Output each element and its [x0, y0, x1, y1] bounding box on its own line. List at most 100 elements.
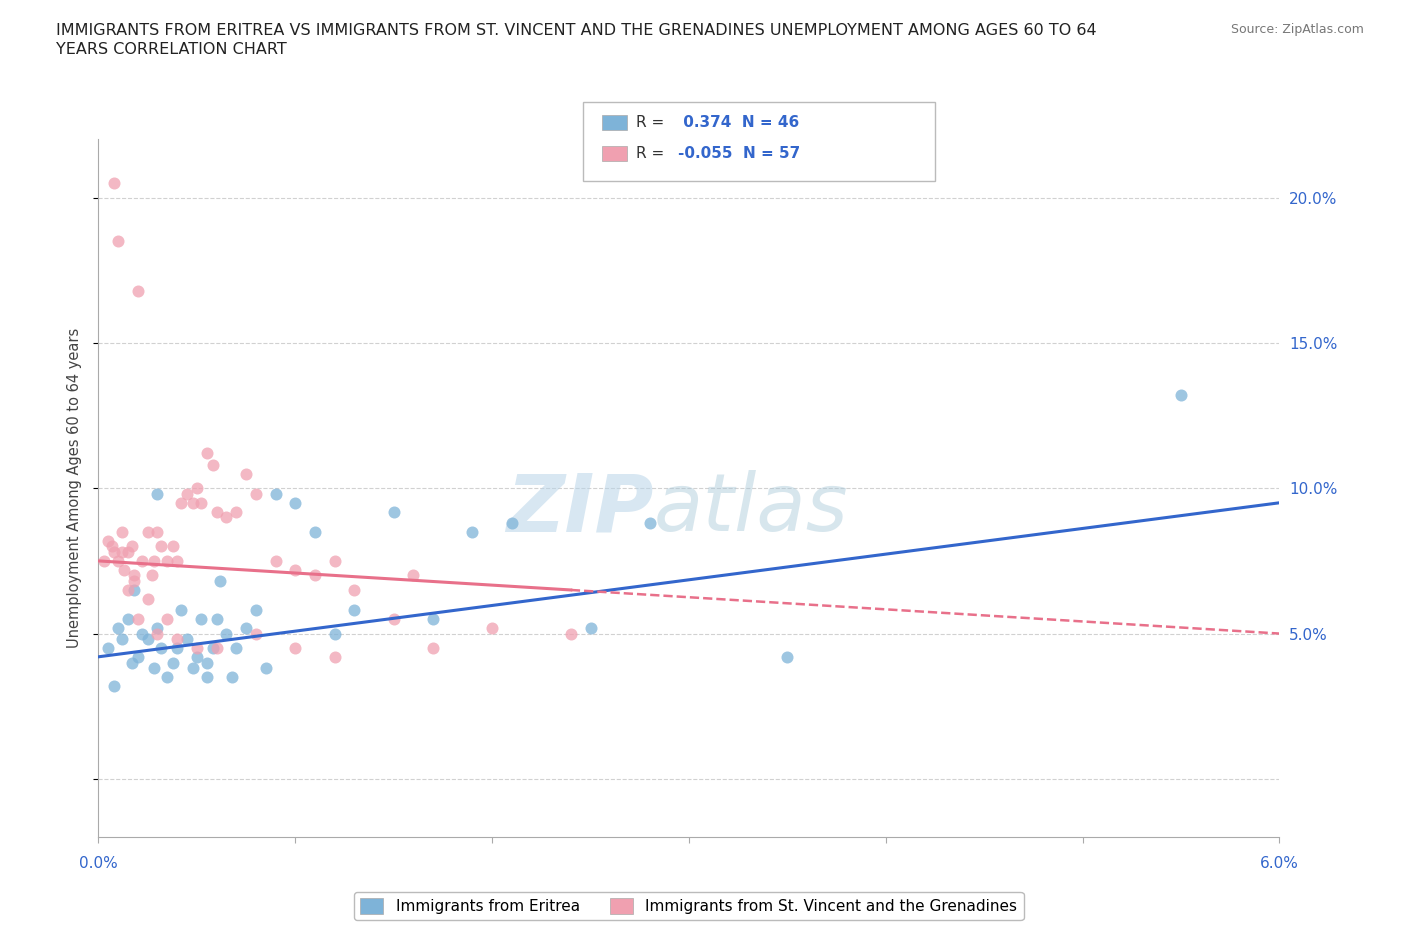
- Point: [170, 603, 193, 618]
- Text: 6.0%: 6.0%: [1260, 856, 1299, 870]
- Point: [284, 641, 307, 656]
- Point: [245, 486, 267, 501]
- Point: [501, 515, 523, 530]
- Point: [107, 233, 129, 248]
- Text: 0.374  N = 46: 0.374 N = 46: [678, 115, 799, 130]
- Point: [422, 641, 444, 656]
- Point: [461, 525, 484, 539]
- Point: [146, 620, 169, 635]
- Point: [150, 641, 173, 656]
- Text: -0.055  N = 57: -0.055 N = 57: [678, 146, 800, 161]
- Point: [235, 466, 257, 481]
- Point: [235, 620, 257, 635]
- Point: [776, 649, 799, 664]
- Point: [201, 641, 224, 656]
- Point: [304, 525, 326, 539]
- Point: [127, 649, 149, 664]
- Point: [638, 515, 661, 530]
- Point: [111, 545, 134, 560]
- Point: [176, 632, 198, 647]
- Point: [142, 661, 165, 676]
- Point: [481, 620, 503, 635]
- Point: [186, 649, 208, 664]
- Point: [127, 612, 149, 627]
- Point: [225, 641, 247, 656]
- Point: [209, 574, 232, 589]
- Point: [122, 582, 145, 597]
- Point: [284, 496, 307, 511]
- Point: [156, 670, 179, 684]
- Point: [323, 649, 346, 664]
- Text: R =: R =: [636, 146, 669, 161]
- Point: [382, 612, 405, 627]
- Point: [127, 284, 149, 299]
- Point: [97, 641, 120, 656]
- Point: [122, 574, 145, 589]
- Point: [146, 486, 169, 501]
- Point: [343, 582, 366, 597]
- Point: [103, 679, 125, 694]
- Point: [117, 545, 139, 560]
- Point: [245, 603, 267, 618]
- Point: [195, 670, 218, 684]
- Point: [112, 562, 135, 577]
- Point: [264, 553, 287, 568]
- Point: [181, 496, 204, 511]
- Point: [323, 553, 346, 568]
- Point: [136, 525, 159, 539]
- Point: [162, 539, 184, 554]
- Point: [284, 562, 307, 577]
- Point: [142, 553, 165, 568]
- Text: Source: ZipAtlas.com: Source: ZipAtlas.com: [1230, 23, 1364, 36]
- Point: [136, 591, 159, 606]
- Legend: Immigrants from Eritrea, Immigrants from St. Vincent and the Grenadines: Immigrants from Eritrea, Immigrants from…: [354, 892, 1024, 920]
- Y-axis label: Unemployment Among Ages 60 to 64 years: Unemployment Among Ages 60 to 64 years: [66, 328, 82, 648]
- Point: [121, 656, 143, 671]
- Point: [195, 656, 218, 671]
- Text: ZIP: ZIP: [506, 471, 654, 548]
- Point: [121, 539, 143, 554]
- Point: [131, 553, 153, 568]
- Point: [150, 539, 173, 554]
- Point: [103, 176, 125, 191]
- Point: [97, 533, 120, 548]
- Point: [205, 504, 228, 519]
- Point: [195, 446, 218, 461]
- Point: [136, 632, 159, 647]
- Point: [181, 661, 204, 676]
- Point: [190, 612, 212, 627]
- Point: [382, 504, 405, 519]
- Point: [190, 496, 212, 511]
- Point: [205, 641, 228, 656]
- Point: [146, 525, 169, 539]
- Point: [111, 525, 134, 539]
- Point: [205, 612, 228, 627]
- Point: [103, 545, 125, 560]
- Point: [422, 612, 444, 627]
- Point: [1170, 388, 1192, 403]
- Point: [111, 632, 134, 647]
- Point: [93, 553, 115, 568]
- Point: [225, 504, 247, 519]
- Point: [215, 626, 238, 641]
- Point: [254, 661, 277, 676]
- Point: [156, 553, 179, 568]
- Point: [221, 670, 243, 684]
- Point: [107, 553, 129, 568]
- Point: [170, 496, 193, 511]
- Point: [162, 656, 184, 671]
- Text: IMMIGRANTS FROM ERITREA VS IMMIGRANTS FROM ST. VINCENT AND THE GRENADINES UNEMPL: IMMIGRANTS FROM ERITREA VS IMMIGRANTS FR…: [56, 23, 1097, 38]
- Point: [579, 620, 602, 635]
- Point: [201, 458, 224, 472]
- Point: [186, 481, 208, 496]
- Point: [402, 568, 425, 583]
- Point: [560, 626, 582, 641]
- Point: [101, 539, 124, 554]
- Text: YEARS CORRELATION CHART: YEARS CORRELATION CHART: [56, 42, 287, 57]
- Point: [122, 568, 145, 583]
- Point: [245, 626, 267, 641]
- Point: [117, 612, 139, 627]
- Point: [166, 641, 188, 656]
- Point: [117, 582, 139, 597]
- Point: [146, 626, 169, 641]
